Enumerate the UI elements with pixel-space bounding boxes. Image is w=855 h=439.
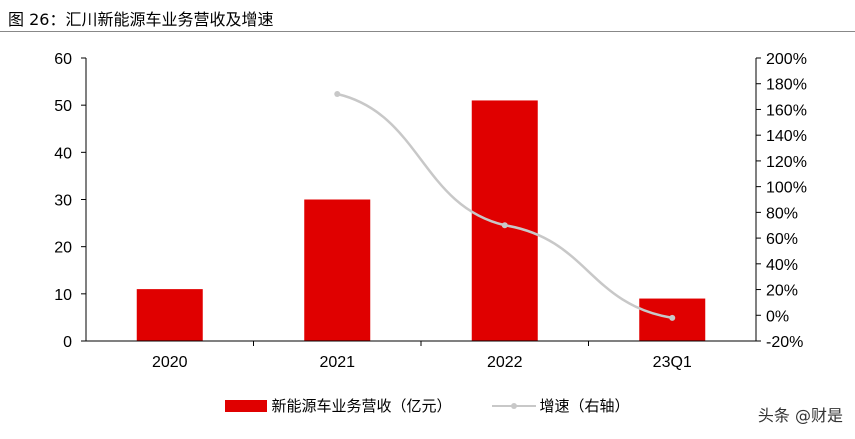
left-tick-label: 10 xyxy=(54,287,72,304)
bar-2022 xyxy=(471,100,538,341)
legend: 新能源车业务营收（亿元） 增速（右轴） xyxy=(0,395,855,416)
x-tick-label: 23Q1 xyxy=(653,354,692,371)
right-tick-label: 180% xyxy=(766,77,807,94)
x-tick-label: 2020 xyxy=(152,354,188,371)
watermark: 头条 @财是 xyxy=(757,406,843,425)
growth-point-2021 xyxy=(334,91,341,98)
left-tick-label: 0 xyxy=(63,334,72,351)
bar-2021 xyxy=(304,199,371,341)
bar-2020 xyxy=(136,289,203,341)
right-tick-label: 0% xyxy=(766,308,789,325)
left-tick-label: 40 xyxy=(54,145,72,162)
title-divider xyxy=(0,31,855,32)
chart: 0 10 20 30 40 50 60 -20% 0% 20% 40% 60% 80% 100% 120% 1… xyxy=(54,51,807,371)
right-tick-label: 60% xyxy=(766,231,798,248)
legend-item-revenue: 新能源车业务营收（亿元） xyxy=(225,395,452,416)
right-tick-label: 200% xyxy=(766,51,807,68)
left-tick-label: 20 xyxy=(54,240,72,257)
right-tick-label: -20% xyxy=(766,334,803,351)
right-tick-label: 100% xyxy=(766,180,807,197)
right-tick-label: 80% xyxy=(766,205,798,222)
right-tick-label: 140% xyxy=(766,128,807,145)
legend-swatch-line xyxy=(491,402,536,409)
legend-label-growth: 增速（右轴） xyxy=(539,397,630,415)
right-tick-label: 40% xyxy=(766,257,798,274)
growth-point-2022 xyxy=(501,222,508,229)
growth-point-23Q1 xyxy=(669,314,676,321)
x-tick-label: 2022 xyxy=(487,354,523,371)
chart-title: 图 26：汇川新能源车业务营收及增速 xyxy=(8,10,274,29)
left-tick-label: 50 xyxy=(54,98,72,115)
right-tick-label: 160% xyxy=(766,102,807,119)
right-tick-label: 120% xyxy=(766,154,807,171)
x-tick-label: 2021 xyxy=(319,354,355,371)
left-tick-label: 60 xyxy=(54,51,72,68)
right-tick-label: 20% xyxy=(766,283,798,300)
legend-swatch-bar xyxy=(225,399,268,412)
left-tick-label: 30 xyxy=(54,193,72,210)
legend-label-revenue: 新能源车业务营收（亿元） xyxy=(271,397,452,415)
legend-item-growth: 增速（右轴） xyxy=(491,395,630,416)
